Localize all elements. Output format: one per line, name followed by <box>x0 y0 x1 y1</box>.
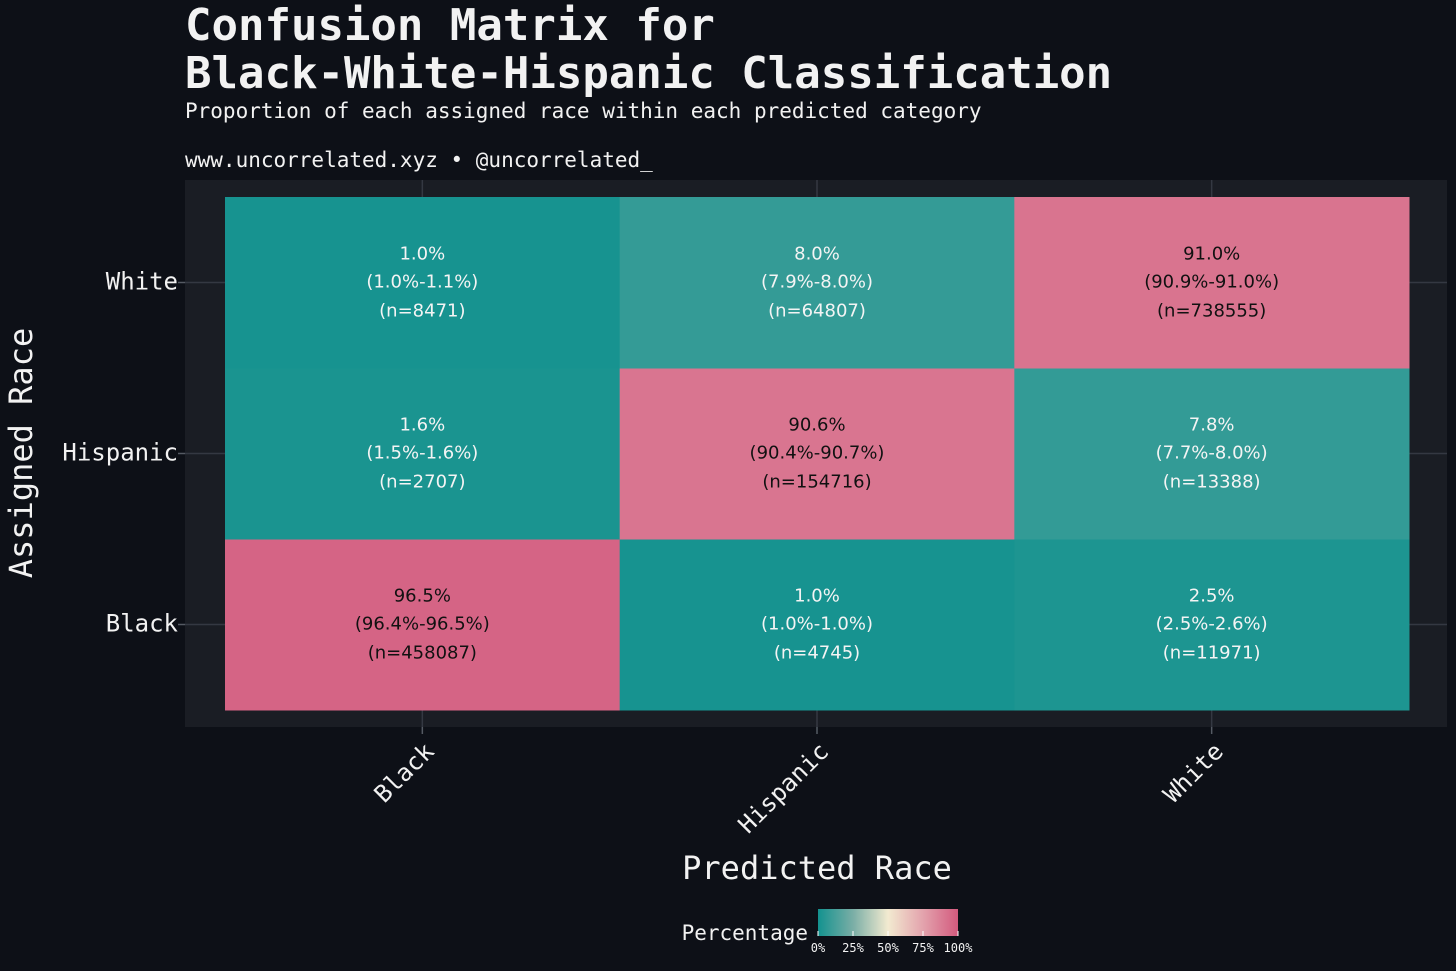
heatmap-cell <box>1014 539 1410 711</box>
chart-caption: www.uncorrelated.xyz • @uncorrelated_ <box>185 148 653 172</box>
heatmap-cell <box>225 368 621 540</box>
cell-value-label: 96.5% <box>394 586 451 607</box>
cell-ci-label: (7.7%-8.0%) <box>1156 443 1268 464</box>
cell-value-label: 90.6% <box>788 415 845 436</box>
cell-ci-label: (1.0%-1.0%) <box>761 614 873 635</box>
cell-count-label: (n=4745) <box>774 643 860 664</box>
cell-ci-label: (90.9%-91.0%) <box>1144 272 1279 293</box>
heatmap-cell <box>619 539 1015 711</box>
cell-value-label: 8.0% <box>794 244 840 265</box>
x-axis-title: Predicted Race <box>682 849 952 887</box>
cell-count-label: (n=458087) <box>368 643 477 664</box>
chart-title: Black-White-Hispanic Classification <box>185 48 1112 99</box>
cell-count-label: (n=8471) <box>379 301 465 322</box>
cell-count-label: (n=11971) <box>1163 643 1261 664</box>
cell-count-label: (n=738555) <box>1157 301 1266 322</box>
chart-subtitle: Proportion of each assigned race within … <box>185 99 982 123</box>
cell-count-label: (n=13388) <box>1163 472 1261 493</box>
y-tick-label: Black <box>106 610 179 638</box>
cell-value-label: 1.0% <box>794 586 840 607</box>
y-axis-title: Assigned Race <box>2 328 40 578</box>
heatmap-cell <box>1014 197 1410 369</box>
cell-ci-label: (90.4%-90.7%) <box>750 443 885 464</box>
colorbar-tick-label: 50% <box>877 941 899 955</box>
chart-title: Confusion Matrix for <box>185 0 715 51</box>
cell-ci-label: (1.0%-1.1%) <box>366 272 478 293</box>
colorbar-tick-label: 25% <box>842 941 864 955</box>
heatmap-cell <box>619 197 1015 369</box>
cell-value-label: 1.6% <box>399 415 445 436</box>
cell-count-label: (n=64807) <box>768 301 866 322</box>
cell-count-label: (n=2707) <box>379 472 465 493</box>
cell-value-label: 1.0% <box>399 244 445 265</box>
heatmap-cell <box>225 539 621 711</box>
cell-value-label: 7.8% <box>1189 415 1235 436</box>
legend-title: Percentage <box>682 921 808 945</box>
cell-ci-label: (1.5%-1.6%) <box>366 443 478 464</box>
colorbar-tick-label: 100% <box>944 941 974 955</box>
cell-ci-label: (7.9%-8.0%) <box>761 272 873 293</box>
cell-value-label: 2.5% <box>1189 586 1235 607</box>
colorbar-tick-label: 75% <box>912 941 934 955</box>
heatmap-cell <box>619 368 1015 540</box>
y-tick-label: White <box>106 268 178 296</box>
y-tick-label: Hispanic <box>62 439 178 467</box>
heatmap-cell <box>1014 368 1410 540</box>
heatmap-cell <box>225 197 621 369</box>
cell-ci-label: (2.5%-2.6%) <box>1156 614 1268 635</box>
cell-ci-label: (96.4%-96.5%) <box>355 614 490 635</box>
cell-value-label: 91.0% <box>1183 244 1240 265</box>
colorbar-tick-label: 0% <box>811 941 826 955</box>
cell-count-label: (n=154716) <box>762 472 871 493</box>
